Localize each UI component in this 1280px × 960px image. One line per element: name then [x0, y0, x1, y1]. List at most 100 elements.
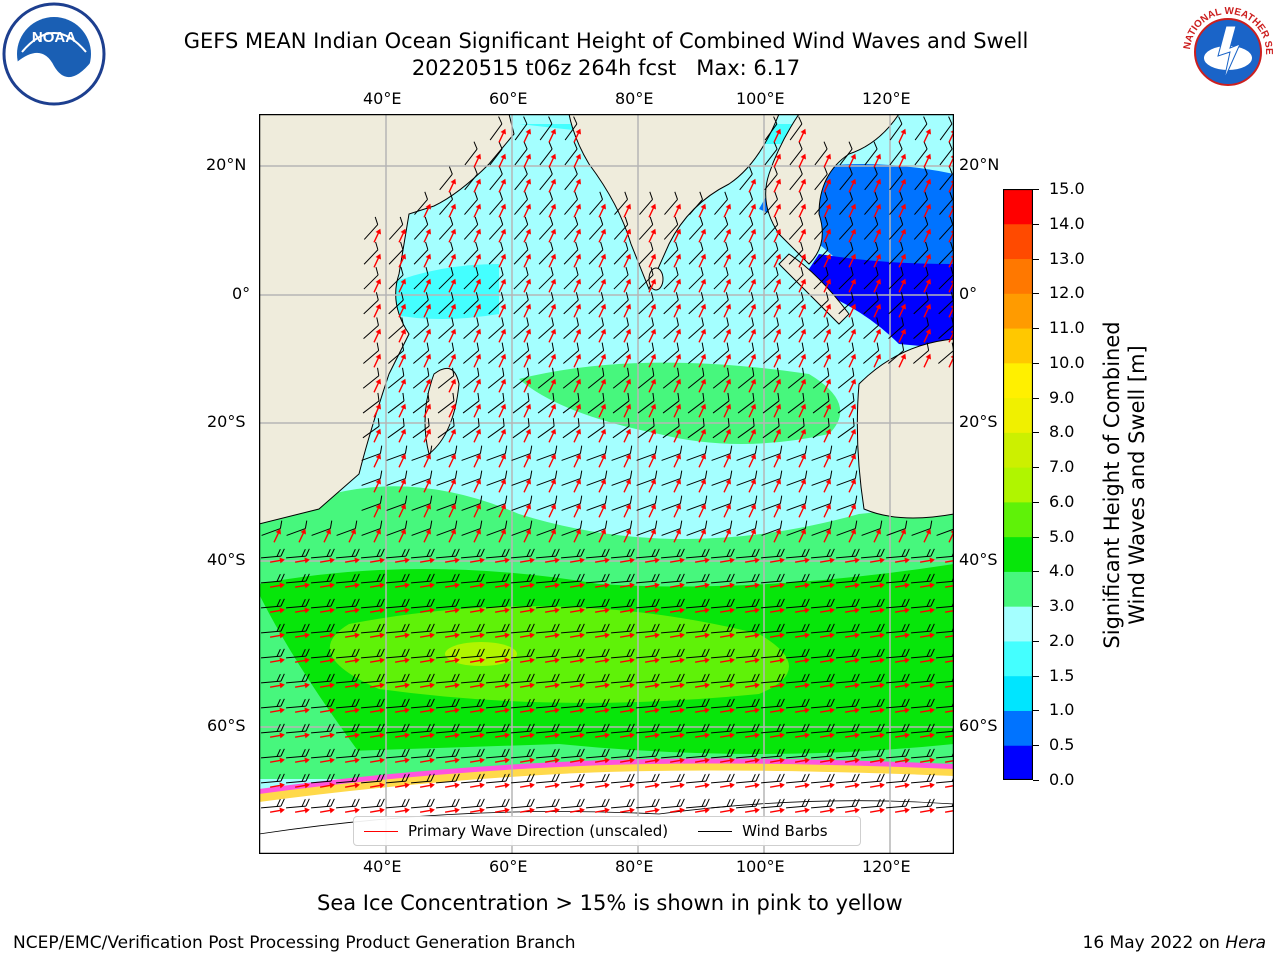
wind-barb — [761, 495, 783, 511]
wind-barb — [260, 698, 285, 709]
wind-barb — [513, 267, 529, 290]
right-lat-label: 40°S — [959, 550, 998, 569]
top-lon-label: 80°E — [615, 89, 654, 108]
wave-band-5-6m — [329, 606, 789, 703]
colorbar-segment — [1003, 467, 1033, 503]
wave-arrow — [669, 682, 685, 689]
wind-barb — [285, 748, 310, 759]
wind-barb — [889, 166, 903, 191]
wave-arrow — [648, 328, 656, 343]
wind-barb — [560, 623, 585, 634]
map-legend: Primary Wave Direction (unscaled) Wind B… — [353, 816, 861, 846]
wave-arrow — [794, 732, 810, 739]
wave-arrow — [773, 453, 781, 468]
wave-arrow — [798, 353, 806, 368]
wave-arrow — [873, 228, 881, 243]
wind-barb — [310, 548, 335, 559]
wind-barb — [638, 216, 654, 240]
wave-arrow — [594, 607, 610, 614]
wind-barb — [538, 342, 555, 364]
wave-arrow — [594, 657, 610, 664]
wave-arrow — [944, 784, 954, 788]
wave-arrow — [444, 657, 460, 664]
wave-arrow — [498, 128, 506, 143]
wave-arrow — [873, 203, 881, 218]
wind-barb — [689, 191, 703, 215]
wind-barb — [361, 445, 383, 461]
wave-arrow — [419, 557, 435, 564]
wave-arrow — [644, 557, 660, 564]
wave-arrow — [848, 378, 856, 393]
wind-barb — [635, 598, 660, 609]
wave-arrow — [723, 528, 731, 543]
wave-arrow — [723, 303, 731, 318]
wind-barb — [386, 445, 408, 461]
wind-barb — [510, 673, 535, 684]
wind-barb — [838, 317, 854, 340]
wave-arrow — [648, 253, 656, 268]
wind-barb — [460, 673, 485, 684]
wave-arrow — [719, 807, 735, 814]
wave-arrow — [494, 582, 510, 589]
wave-arrow — [269, 657, 285, 664]
wind-barb — [363, 267, 379, 290]
wave-arrow — [423, 403, 431, 418]
wind-barb — [388, 342, 405, 364]
wave-arrow — [319, 607, 335, 614]
wind-barb — [710, 573, 735, 584]
wind-barb — [711, 495, 733, 511]
wave-arrow — [394, 807, 410, 814]
wave-arrow — [573, 278, 581, 293]
wave-arrow — [644, 607, 660, 614]
wind-barb — [363, 216, 379, 240]
wind-barb — [785, 798, 810, 809]
colorbar-tick-mark — [1033, 745, 1039, 747]
wave-arrow — [619, 757, 635, 764]
wave-arrow — [644, 732, 660, 739]
wind-barb — [914, 116, 928, 141]
wind-barb — [786, 495, 808, 511]
wave-arrow — [498, 503, 506, 518]
wind-barb — [735, 698, 760, 709]
wind-barb — [539, 166, 553, 191]
wind-barb — [913, 216, 929, 240]
colorbar-segment — [1003, 640, 1033, 677]
wind-barb — [385, 623, 410, 634]
wave-arrow — [423, 203, 431, 218]
wave-arrow — [423, 278, 431, 293]
wave-arrow — [544, 582, 560, 589]
wave-arrow — [623, 453, 631, 468]
wave-arrow — [523, 153, 531, 168]
wind-barb — [635, 623, 660, 634]
wind-barb — [688, 241, 704, 265]
wind-barb — [836, 495, 858, 511]
wave-arrow — [719, 607, 735, 614]
wind-barb — [910, 548, 935, 559]
wave-arrow — [848, 178, 856, 193]
wind-barb — [712, 418, 730, 439]
wind-barb — [760, 673, 785, 684]
wind-barb — [536, 495, 558, 511]
nws-logo: NATIONAL WEATHER SERVICE — [1174, 0, 1278, 102]
wind-barb — [660, 748, 685, 759]
wind-barb — [814, 191, 828, 215]
wind-barb — [835, 548, 860, 559]
wave-arrow — [669, 607, 685, 614]
colorbar-title-line2: Wind Waves and Swell [m] — [1125, 345, 1149, 625]
wave-arrow — [394, 732, 410, 739]
wind-barb — [813, 292, 829, 315]
wave-arrow — [719, 732, 735, 739]
wave-arrow — [698, 378, 706, 393]
wave-arrow — [573, 378, 581, 393]
wind-barb — [610, 598, 635, 609]
wind-barb — [810, 773, 835, 784]
wind-barb — [810, 748, 835, 759]
wave-arrow — [823, 228, 831, 243]
wave-arrow — [469, 757, 485, 764]
wave-arrow — [523, 178, 531, 193]
wave-arrow — [773, 403, 781, 418]
wave-arrow — [398, 478, 406, 493]
wave-arrow — [894, 557, 910, 564]
wind-barb — [285, 548, 310, 559]
wind-barb — [762, 418, 780, 439]
